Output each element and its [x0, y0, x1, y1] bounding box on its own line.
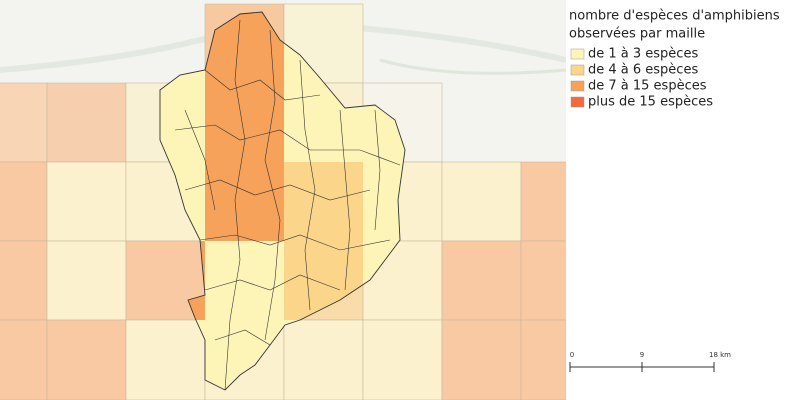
legend-swatch: [570, 64, 585, 76]
scale-label: 9: [640, 351, 644, 359]
legend: nombre d'espèces d'amphibiens observées …: [569, 9, 780, 110]
legend-title: nombre d'espèces d'amphibiens: [569, 9, 780, 24]
legend-label: de 1 à 3 espèces: [588, 47, 698, 62]
scale-label: 18 km: [709, 351, 731, 359]
grid-cells: [0, 3, 601, 400]
legend-swatch: [570, 80, 585, 92]
scale-label: 0: [570, 351, 574, 359]
scale-bar: 0 9 18 km: [569, 351, 731, 372]
legend-label: plus de 15 espèces: [588, 95, 713, 110]
legend-swatch: [570, 96, 585, 108]
legend-label: de 4 à 6 espèces: [588, 63, 698, 78]
legend-swatch: [570, 48, 585, 60]
legend-title: observées par maille: [569, 27, 705, 42]
legend-panel: [566, 0, 792, 400]
legend-label: de 7 à 15 espèces: [588, 79, 707, 94]
